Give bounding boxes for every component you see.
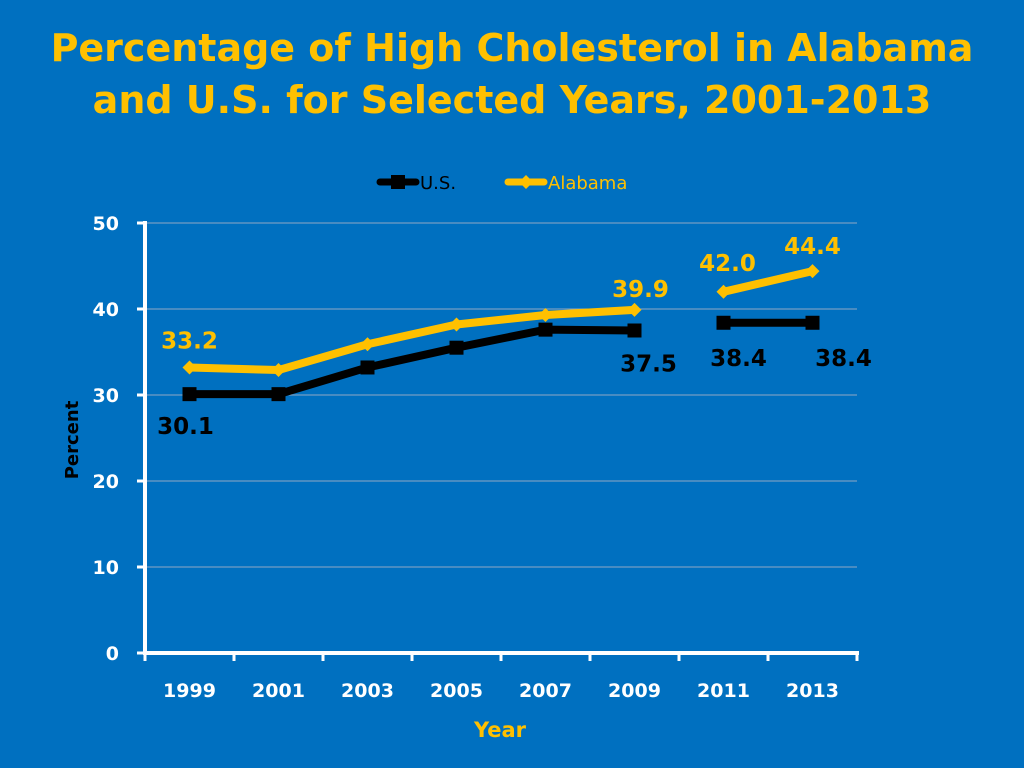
alabama-point-2013 xyxy=(805,264,820,279)
alabama-point-1999 xyxy=(182,360,197,375)
x-axis-title: Year xyxy=(473,718,527,742)
alabama-point-2011 xyxy=(716,284,731,299)
us-data-label-2009: 37.5 xyxy=(620,352,677,378)
x-tick-label-2013: 2013 xyxy=(786,680,839,702)
legend-label-alabama: Alabama xyxy=(548,173,627,194)
legend-marker-us xyxy=(391,175,405,189)
slide-title-line-2: and U.S. for Selected Years, 2001-2013 xyxy=(92,78,932,122)
alabama-data-label-1999: 33.2 xyxy=(161,328,218,354)
alabama-data-label-2013: 44.4 xyxy=(784,234,841,260)
x-tick-label-2005: 2005 xyxy=(430,680,483,702)
slide-title-line-1: Percentage of High Cholesterol in Alabam… xyxy=(50,26,974,70)
us-point-1999 xyxy=(182,387,197,402)
alabama-data-label-2011: 42.0 xyxy=(699,251,756,277)
y-tick-label-50: 50 xyxy=(93,213,119,235)
alabama-data-label-2009: 39.9 xyxy=(612,277,669,303)
us-point-2013 xyxy=(805,315,820,330)
us-point-2001 xyxy=(271,387,286,402)
alabama-line-segment-1 xyxy=(185,305,639,375)
us-data-label-2013: 38.4 xyxy=(815,346,872,372)
alabama-point-2007 xyxy=(538,308,553,323)
us-point-2007 xyxy=(538,322,553,337)
slide-title: Percentage of High Cholesterol in Alabam… xyxy=(0,22,1024,126)
y-tick-label-10: 10 xyxy=(93,557,119,579)
x-tick-label-2007: 2007 xyxy=(519,680,572,702)
us-point-2003 xyxy=(360,360,375,375)
y-tick-label-30: 30 xyxy=(93,385,119,407)
us-line-segment-1 xyxy=(185,325,639,399)
x-tick-label-2001: 2001 xyxy=(252,680,305,702)
us-point-2005 xyxy=(449,340,464,355)
legend-marker-alabama xyxy=(519,175,533,189)
y-tick-label-0: 0 xyxy=(106,643,119,665)
us-data-label-1999: 30.1 xyxy=(157,414,214,440)
us-point-2011 xyxy=(716,315,731,330)
us-data-label-2011: 38.4 xyxy=(710,346,767,372)
alabama-point-2009 xyxy=(627,302,642,317)
alabama-line-segment-2 xyxy=(719,267,817,296)
y-axis-title: Percent xyxy=(62,400,83,479)
y-tick-label-20: 20 xyxy=(93,471,119,493)
y-tick-label-40: 40 xyxy=(93,299,119,321)
alabama-point-2003 xyxy=(360,337,375,352)
alabama-point-2001 xyxy=(271,363,286,378)
legend-label-us: U.S. xyxy=(420,173,456,194)
us-point-2009 xyxy=(627,323,642,338)
x-tick-label-2003: 2003 xyxy=(341,680,394,702)
x-tick-label-2011: 2011 xyxy=(697,680,750,702)
x-tick-label-1999: 1999 xyxy=(163,680,216,702)
x-tick-label-2009: 2009 xyxy=(608,680,661,702)
alabama-point-2005 xyxy=(449,317,464,332)
